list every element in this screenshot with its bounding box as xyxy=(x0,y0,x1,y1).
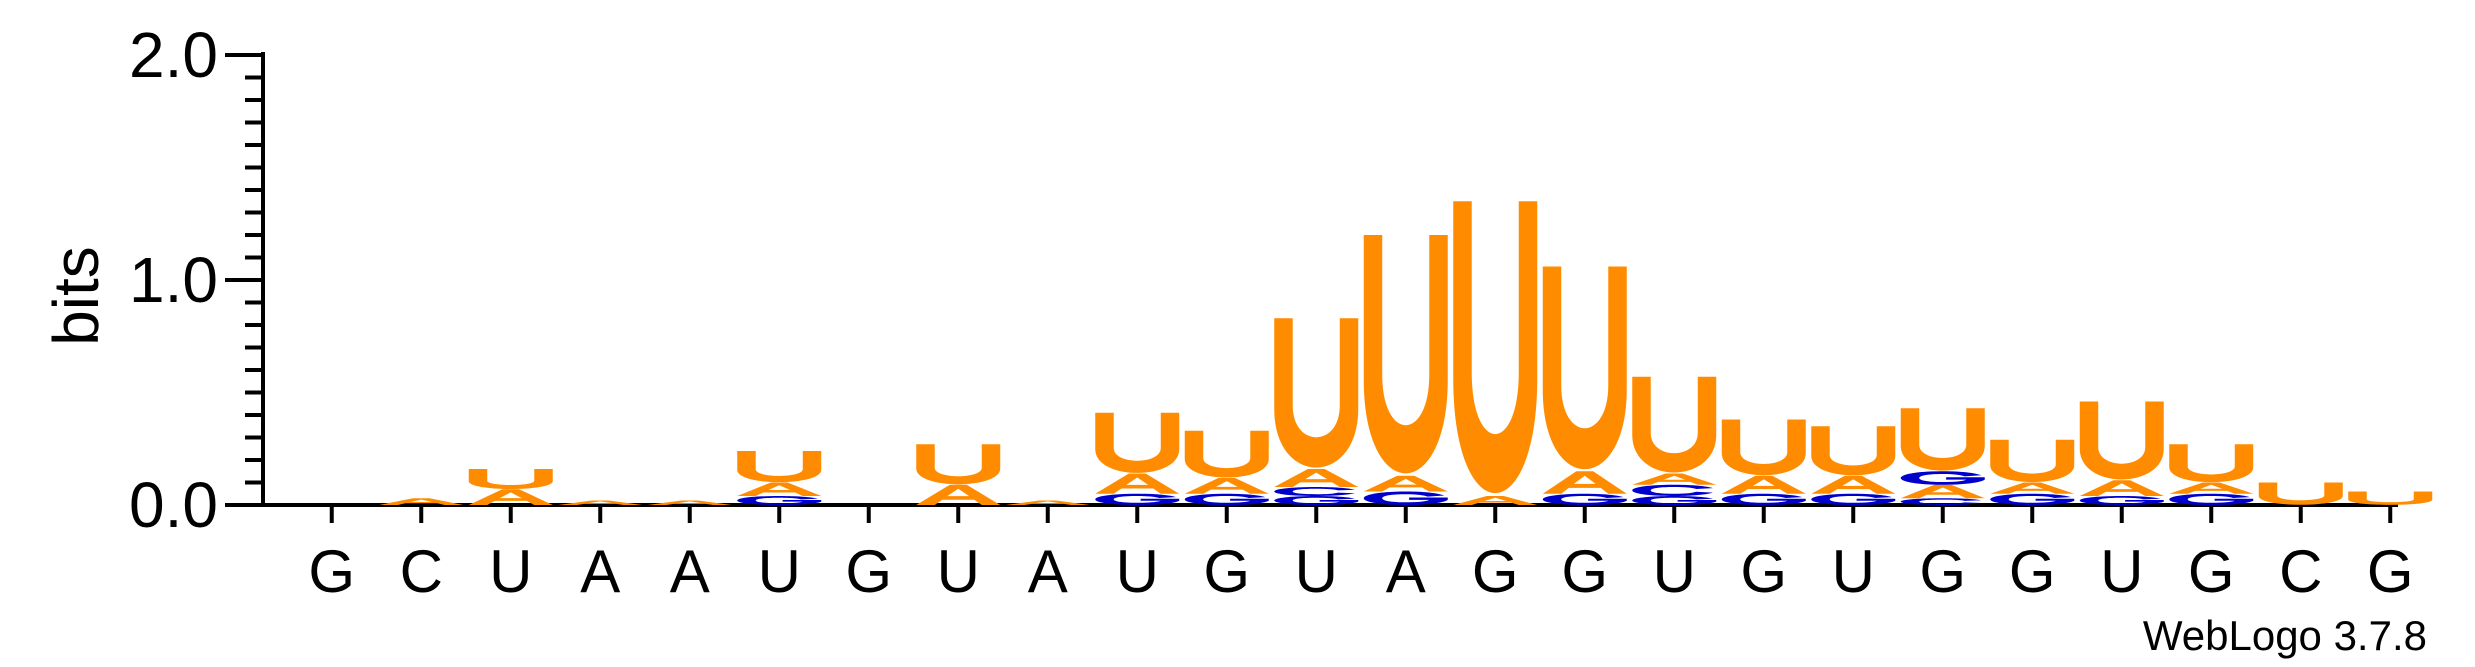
logo-letter-U xyxy=(1900,408,1985,471)
logo-letter-A xyxy=(1632,473,1717,485)
logo-letter-U xyxy=(468,469,553,490)
logo-letter-A xyxy=(1274,469,1359,487)
logo-letter-U xyxy=(737,451,822,483)
x-tick-label: G xyxy=(1740,538,1787,605)
logo-letter-G xyxy=(1721,493,1806,505)
x-tick-label: A xyxy=(670,538,710,605)
x-tick-label: U xyxy=(1832,538,1875,605)
x-tick-label: G xyxy=(1472,538,1519,605)
x-tick-label: U xyxy=(1116,538,1159,605)
logo-letter-A xyxy=(558,500,643,505)
x-tick-label: U xyxy=(2100,538,2143,605)
logo-letter-A xyxy=(1900,484,1985,499)
logo-letter-A xyxy=(1542,471,1627,494)
logo-letter-A xyxy=(1363,475,1448,492)
logo-letter-U xyxy=(1990,439,2075,483)
x-tick-label: C xyxy=(400,538,443,605)
x-tick-label: U xyxy=(937,538,980,605)
logo-letter-A xyxy=(2079,480,2164,496)
x-tick-label: G xyxy=(1203,538,1250,605)
logo-letter-A xyxy=(737,482,822,496)
x-tick-label: G xyxy=(1919,538,1966,605)
y-axis-ticks: 0.0 1.0 2.0 xyxy=(129,19,263,541)
logo-letter-U xyxy=(2258,482,2343,505)
logo-letter-A xyxy=(1005,500,1090,505)
logo-letter-U xyxy=(1363,235,1448,474)
logo-columns xyxy=(379,201,2433,505)
logo-letter-C xyxy=(1900,498,1982,505)
logo-letter-A xyxy=(1184,478,1269,494)
weblogo-credit: WebLogo 3.7.8 xyxy=(2143,612,2427,659)
logo-letter-G xyxy=(2169,493,2254,505)
x-tick-label: G xyxy=(2367,538,2414,605)
x-tick-label: U xyxy=(489,538,532,605)
logo-letter-G xyxy=(1900,471,1985,485)
logo-letter-G xyxy=(1811,493,1896,505)
x-tick-label: G xyxy=(1561,538,1608,605)
logo-letter-A xyxy=(379,498,464,505)
logo-letter-U xyxy=(1095,412,1180,473)
logo-letter-C xyxy=(1632,484,1713,496)
logo-letter-U xyxy=(2348,491,2433,505)
y-tick-label: 2.0 xyxy=(129,19,218,91)
logo-letter-U xyxy=(2079,401,2164,480)
logo-letter-U xyxy=(1632,376,1717,473)
x-tick-label: G xyxy=(308,538,355,605)
logo-letter-U xyxy=(1721,419,1806,476)
logo-letter-A xyxy=(1990,482,2075,494)
y-tick-label: 0.0 xyxy=(129,469,218,541)
logo-letter-G xyxy=(1632,496,1717,505)
logo-letter-U xyxy=(1184,430,1269,478)
logo-letter-G xyxy=(737,496,822,505)
logo-letter-U xyxy=(1274,318,1359,468)
x-tick-label: G xyxy=(2009,538,2056,605)
y-tick-label: 1.0 xyxy=(129,244,218,316)
logo-letter-G xyxy=(1363,491,1448,505)
x-tick-label: A xyxy=(1028,538,1068,605)
logo-letter-G xyxy=(1184,493,1269,505)
logo-letter-G xyxy=(1990,493,2075,505)
logo-letter-U xyxy=(916,444,1001,485)
logo-letter-A xyxy=(1721,475,1806,494)
logo-letter-A xyxy=(1453,496,1538,505)
logo-letter-A xyxy=(916,484,1001,505)
logo-letter-A xyxy=(2169,482,2254,494)
logo-letter-U xyxy=(1542,266,1627,470)
logo-letter-A xyxy=(468,489,553,505)
logo-letter-U xyxy=(2169,444,2254,483)
x-tick-label: G xyxy=(2188,538,2235,605)
x-tick-label: U xyxy=(1295,538,1338,605)
logo-letter-G xyxy=(1095,493,1180,505)
x-tick-label: U xyxy=(758,538,801,605)
logo-letter-A xyxy=(1095,473,1180,494)
logo-letter-G xyxy=(1274,496,1359,505)
logo-letter-G xyxy=(2079,496,2164,505)
x-tick-label: A xyxy=(580,538,620,605)
logo-letter-A xyxy=(647,500,732,505)
logo-letter-C xyxy=(1274,487,1355,496)
x-tick-label: C xyxy=(2279,538,2322,605)
x-tick-label: A xyxy=(1386,538,1426,605)
x-tick-label: U xyxy=(1653,538,1696,605)
logo-letter-U xyxy=(1453,201,1538,494)
logo-letter-G xyxy=(1542,493,1627,505)
logo-letter-U xyxy=(1811,426,1896,476)
logo-letter-A xyxy=(1811,475,1896,494)
x-tick-label: G xyxy=(845,538,892,605)
y-axis-label: bits xyxy=(40,246,112,346)
